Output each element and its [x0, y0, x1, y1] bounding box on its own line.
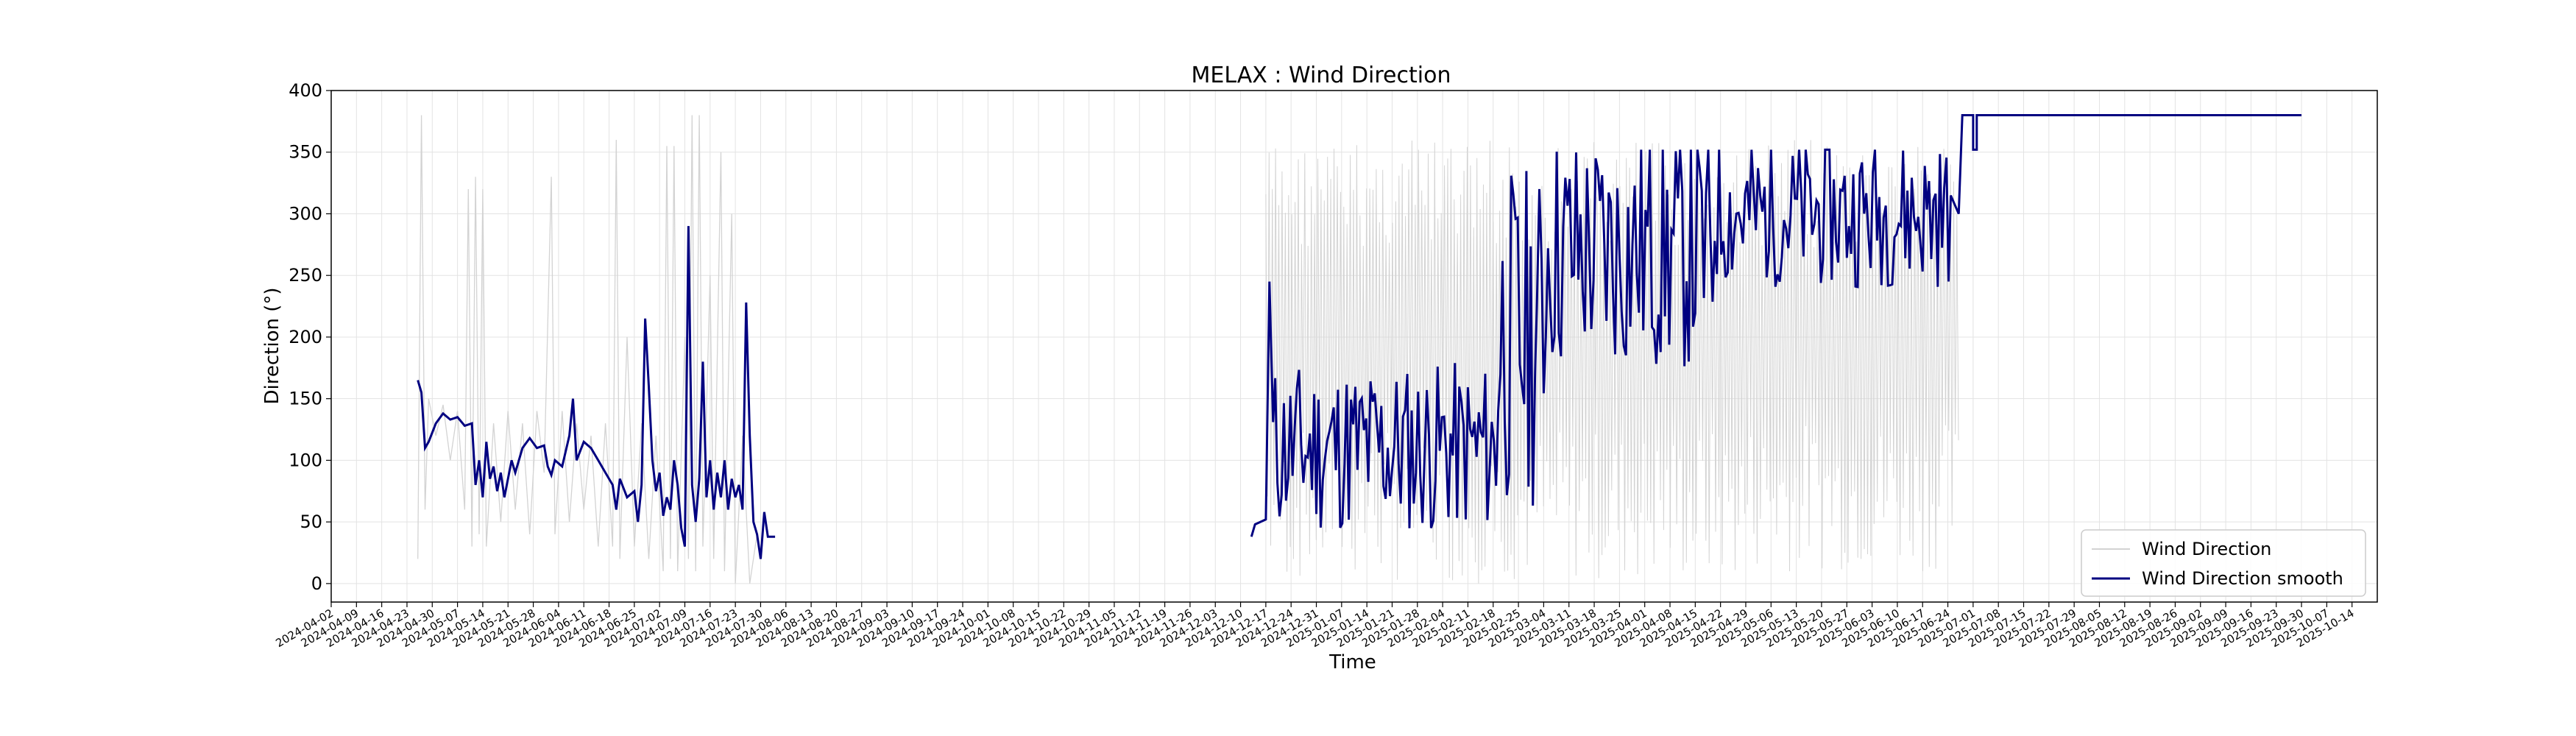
legend-label-wind-direction-smooth: Wind Direction smooth: [2142, 568, 2343, 589]
plot-frame: [330, 90, 2378, 603]
legend-box: [2081, 529, 2366, 597]
y-tick-label: 350: [289, 142, 322, 163]
x-axis-ticks: 2024-04-022024-04-092024-04-162024-04-23…: [273, 602, 2357, 650]
y-tick-label: 400: [289, 80, 322, 101]
y-tick-label: 0: [311, 573, 322, 594]
series-line-wind-direction: [417, 115, 758, 584]
series-line-wind-direction-smooth: [417, 226, 776, 559]
legend-label-wind-direction: Wind Direction: [2142, 539, 2271, 559]
y-axis-label: Direction (°): [261, 287, 283, 404]
y-tick-label: 100: [289, 450, 322, 470]
series-line-wind-direction-smooth-late: [1250, 114, 2301, 537]
x-axis-label: Time: [1328, 651, 1376, 673]
series-wind-direction-smooth: [417, 114, 2301, 559]
legend: Wind Direction Wind Direction smooth: [2081, 529, 2366, 597]
series-line-wind-direction-dense: [1745, 140, 1959, 572]
series-line-wind-direction-dense: [1493, 142, 1746, 579]
y-axis-ticks: 0 50 100 150 200 250 300 350 400: [289, 80, 331, 594]
y-tick-label: 50: [300, 512, 322, 532]
y-tick-label: 150: [289, 389, 322, 409]
y-tick-label: 250: [289, 265, 322, 286]
y-tick-label: 200: [289, 327, 322, 347]
chart-title: MELAX : Wind Direction: [1192, 63, 1451, 88]
y-tick-label: 300: [289, 203, 322, 224]
